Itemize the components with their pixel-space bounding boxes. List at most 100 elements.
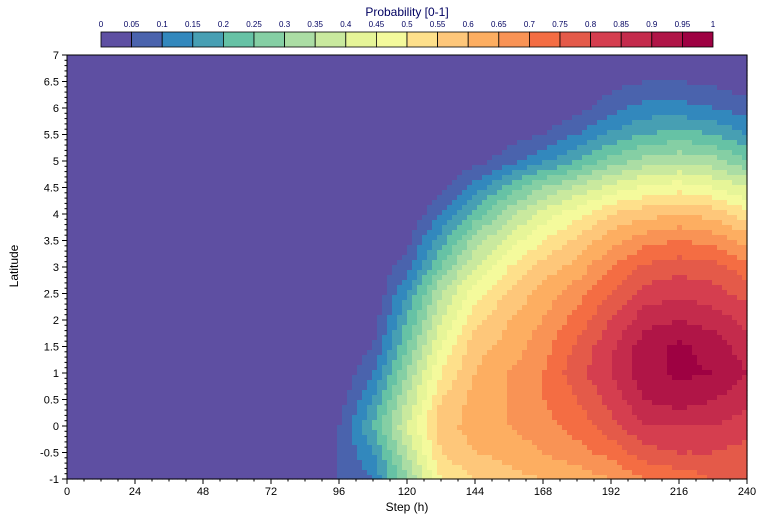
heatmap-cell [352, 180, 358, 186]
heatmap-cell [427, 120, 433, 126]
heatmap-cell [127, 220, 133, 226]
heatmap-cell [292, 160, 298, 166]
heatmap-cell [477, 90, 483, 96]
heatmap-cell [682, 230, 688, 236]
heatmap-cell [92, 110, 98, 116]
heatmap-cell [292, 145, 298, 151]
heatmap-cell [742, 160, 748, 166]
heatmap-cell [462, 55, 468, 61]
heatmap-cell [482, 55, 488, 61]
heatmap-cell [527, 230, 533, 236]
heatmap-cell [557, 185, 563, 191]
heatmap-cell [97, 135, 103, 141]
heatmap-cell [282, 185, 288, 191]
heatmap-cell [117, 60, 123, 66]
heatmap-cell [537, 140, 543, 146]
heatmap-cell [687, 170, 693, 176]
heatmap-cell [102, 65, 108, 71]
heatmap-cell [537, 210, 543, 216]
heatmap-cell [297, 220, 303, 226]
heatmap-cell [502, 60, 508, 66]
heatmap-cell [342, 55, 348, 61]
heatmap-cell [452, 205, 458, 211]
heatmap-cell [692, 225, 698, 231]
heatmap-cell [352, 205, 358, 211]
heatmap-cell [477, 110, 483, 116]
heatmap-cell [87, 80, 93, 86]
heatmap-cell [492, 205, 498, 211]
heatmap-cell [732, 125, 738, 131]
heatmap-cell [672, 175, 678, 181]
heatmap-cell [107, 230, 113, 236]
heatmap-cell [192, 200, 198, 206]
heatmap-cell [237, 75, 243, 81]
heatmap-cell [197, 210, 203, 216]
heatmap-cell [402, 105, 408, 111]
heatmap-cell [372, 110, 378, 116]
heatmap-cell [672, 115, 678, 121]
heatmap-cell [592, 145, 598, 151]
heatmap-cell [562, 225, 568, 231]
heatmap-cell [182, 210, 188, 216]
heatmap-cell [247, 80, 253, 86]
heatmap-cell [542, 95, 548, 101]
heatmap-cell [597, 100, 603, 106]
heatmap-cell [627, 115, 633, 121]
heatmap-cell [632, 230, 638, 236]
heatmap-cell [587, 175, 593, 181]
heatmap-cell [672, 205, 678, 211]
heatmap-cell [157, 155, 163, 161]
heatmap-cell [157, 70, 163, 76]
heatmap-cell [572, 155, 578, 161]
heatmap-cell [707, 140, 713, 146]
heatmap-cell [107, 130, 113, 136]
heatmap-cell [652, 140, 658, 146]
heatmap-cell [457, 120, 463, 126]
heatmap-cell [657, 185, 663, 191]
heatmap-cell [737, 125, 743, 131]
heatmap-cell [517, 60, 523, 66]
heatmap-cell [117, 230, 123, 236]
heatmap-cell [592, 120, 598, 126]
heatmap-cell [67, 160, 73, 166]
heatmap-cell [512, 85, 518, 91]
heatmap-cell [742, 150, 748, 156]
heatmap-cell [437, 225, 443, 231]
heatmap-cell [297, 135, 303, 141]
heatmap-cell [522, 175, 528, 181]
heatmap-cell [437, 220, 443, 226]
heatmap-cell [722, 185, 728, 191]
heatmap-cell [717, 55, 723, 61]
colorbar-swatch [559, 31, 592, 48]
heatmap-cell [87, 185, 93, 191]
heatmap-cell [207, 145, 213, 151]
heatmap-cell [527, 85, 533, 91]
heatmap-cell [242, 155, 248, 161]
heatmap-cell [362, 140, 368, 146]
heatmap-cell [522, 75, 528, 81]
heatmap-cell [537, 225, 543, 231]
heatmap-cell [157, 145, 163, 151]
heatmap-cell [467, 210, 473, 216]
heatmap-cell [377, 165, 383, 171]
heatmap-cell [547, 215, 553, 221]
heatmap-cell [332, 100, 338, 106]
heatmap-cell [567, 165, 573, 171]
heatmap-cell [487, 205, 493, 211]
heatmap-cell [412, 150, 418, 156]
heatmap-cell [662, 200, 668, 206]
heatmap-cell [662, 230, 668, 236]
heatmap-cell [452, 95, 458, 101]
heatmap-cell [172, 170, 178, 176]
heatmap-cell [377, 200, 383, 206]
heatmap-cell [237, 215, 243, 221]
heatmap-cell [137, 210, 143, 216]
heatmap-cell [212, 70, 218, 76]
heatmap-cell [82, 135, 88, 141]
heatmap-cell [417, 130, 423, 136]
heatmap-cell [212, 215, 218, 221]
heatmap-cell [497, 125, 503, 131]
heatmap-cell [87, 55, 93, 61]
heatmap-cell [142, 225, 148, 231]
heatmap-cell [422, 135, 428, 141]
